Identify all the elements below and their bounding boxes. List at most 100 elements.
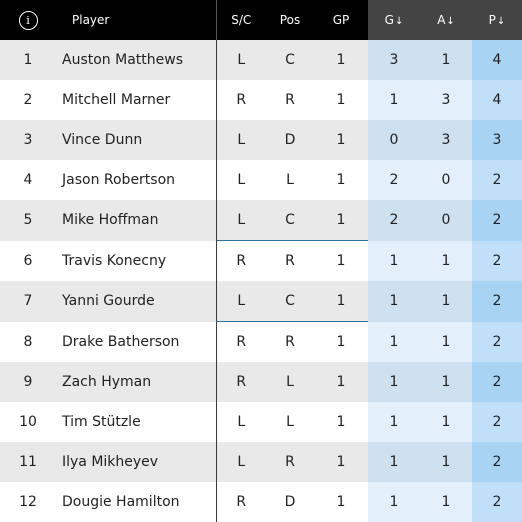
rank-cell: 5 xyxy=(0,200,56,241)
assists-cell: 1 xyxy=(420,321,472,362)
table-row[interactable]: 1 Auston Matthews L C 1 3 1 4 xyxy=(0,40,522,80)
assists-cell: 0 xyxy=(420,160,472,200)
goals-cell: 1 xyxy=(368,482,420,522)
player-name[interactable]: Mitchell Marner xyxy=(56,80,216,120)
assists-cell: 1 xyxy=(420,240,472,281)
goals-cell: 3 xyxy=(368,40,420,80)
shoots-cell: R xyxy=(215,482,266,522)
games-played-cell: 1 xyxy=(314,402,368,442)
position-cell: C xyxy=(266,200,314,241)
table-row[interactable]: 2 Mitchell Marner R R 1 1 3 4 xyxy=(0,80,522,120)
points-cell: 2 xyxy=(472,281,522,322)
games-played-cell: 1 xyxy=(314,442,368,482)
header-points[interactable]: P↓ xyxy=(472,0,522,40)
rank-cell: 3 xyxy=(0,120,56,160)
shoots-cell: L xyxy=(215,160,266,200)
player-name[interactable]: Drake Batherson xyxy=(56,321,216,362)
shoots-cell: L xyxy=(215,200,266,241)
shoots-cell: R xyxy=(215,321,266,362)
goals-cell: 1 xyxy=(368,321,420,362)
rank-cell: 4 xyxy=(0,160,56,200)
player-name[interactable]: Mike Hoffman xyxy=(56,200,216,241)
goals-cell: 1 xyxy=(368,362,420,402)
points-cell: 2 xyxy=(472,240,522,281)
assists-cell: 1 xyxy=(420,482,472,522)
rank-cell: 7 xyxy=(0,281,56,322)
player-name[interactable]: Dougie Hamilton xyxy=(56,482,216,522)
position-cell: R xyxy=(266,240,314,281)
points-cell: 4 xyxy=(472,80,522,120)
goals-cell: 2 xyxy=(368,200,420,241)
player-name[interactable]: Auston Matthews xyxy=(56,40,216,80)
header-shoots-catches[interactable]: S/C xyxy=(215,0,266,40)
position-cell: R xyxy=(266,442,314,482)
points-cell: 2 xyxy=(472,442,522,482)
goals-cell: 2 xyxy=(368,160,420,200)
position-cell: L xyxy=(266,402,314,442)
points-cell: 3 xyxy=(472,120,522,160)
header-goals-label: G xyxy=(384,13,394,27)
header-player[interactable]: Player xyxy=(56,0,216,40)
shoots-cell: L xyxy=(215,442,266,482)
rank-cell: 2 xyxy=(0,80,56,120)
shoots-cell: L xyxy=(215,281,266,322)
player-name[interactable]: Yanni Gourde xyxy=(56,281,216,322)
points-cell: 2 xyxy=(472,482,522,522)
position-cell: R xyxy=(266,321,314,362)
player-name[interactable]: Tim Stützle xyxy=(56,402,216,442)
table-row[interactable]: 5 Mike Hoffman L C 1 2 0 2 xyxy=(0,200,522,241)
table-row[interactable]: 3 Vince Dunn L D 1 0 3 3 xyxy=(0,120,522,160)
position-cell: R xyxy=(266,80,314,120)
table-row[interactable]: 11 Ilya Mikheyev L R 1 1 1 2 xyxy=(0,442,522,482)
player-name[interactable]: Travis Konecny xyxy=(56,240,216,281)
assists-cell: 0 xyxy=(420,200,472,241)
table-row[interactable]: 8 Drake Batherson R R 1 1 1 2 xyxy=(0,321,522,362)
header-position[interactable]: Pos xyxy=(266,0,314,40)
table-row[interactable]: 12 Dougie Hamilton R D 1 1 1 2 xyxy=(0,482,522,522)
rank-cell: 8 xyxy=(0,321,56,362)
sort-down-icon: ↓ xyxy=(394,16,404,27)
rank-cell: 11 xyxy=(0,442,56,482)
rank-cell: 9 xyxy=(0,362,56,402)
table-row[interactable]: 9 Zach Hyman R L 1 1 1 2 xyxy=(0,362,522,402)
position-cell: C xyxy=(266,281,314,322)
position-cell: L xyxy=(266,160,314,200)
info-button[interactable]: i xyxy=(0,0,56,40)
player-name[interactable]: Zach Hyman xyxy=(56,362,216,402)
rank-cell: 6 xyxy=(0,240,56,281)
points-cell: 2 xyxy=(472,200,522,241)
rank-cell: 1 xyxy=(0,40,56,80)
games-played-cell: 1 xyxy=(314,482,368,522)
games-played-cell: 1 xyxy=(314,160,368,200)
header-assists[interactable]: A↓ xyxy=(420,0,472,40)
position-cell: L xyxy=(266,362,314,402)
assists-cell: 1 xyxy=(420,402,472,442)
goals-cell: 1 xyxy=(368,240,420,281)
sort-down-icon: ↓ xyxy=(496,16,506,27)
player-name[interactable]: Jason Robertson xyxy=(56,160,216,200)
points-cell: 2 xyxy=(472,402,522,442)
assists-cell: 1 xyxy=(420,442,472,482)
goals-cell: 1 xyxy=(368,442,420,482)
shoots-cell: L xyxy=(215,40,266,80)
points-cell: 4 xyxy=(472,40,522,80)
table-row[interactable]: 7 Yanni Gourde L C 1 1 1 2 xyxy=(0,281,522,322)
table-row[interactable]: 6 Travis Konecny R R 1 1 1 2 xyxy=(0,240,522,281)
table-row[interactable]: 10 Tim Stützle L L 1 1 1 2 xyxy=(0,402,522,442)
assists-cell: 3 xyxy=(420,120,472,160)
player-name[interactable]: Ilya Mikheyev xyxy=(56,442,216,482)
shoots-cell: L xyxy=(215,402,266,442)
header-goals[interactable]: G↓ xyxy=(368,0,420,40)
header-games-played[interactable]: GP xyxy=(314,0,368,40)
points-cell: 2 xyxy=(472,321,522,362)
table-row[interactable]: 4 Jason Robertson L L 1 2 0 2 xyxy=(0,160,522,200)
header-assists-label: A xyxy=(437,13,446,27)
shoots-cell: R xyxy=(215,362,266,402)
games-played-cell: 1 xyxy=(314,80,368,120)
goals-cell: 1 xyxy=(368,281,420,322)
player-name[interactable]: Vince Dunn xyxy=(56,120,216,160)
games-played-cell: 1 xyxy=(314,200,368,241)
info-icon: i xyxy=(18,10,38,30)
points-cell: 2 xyxy=(472,160,522,200)
